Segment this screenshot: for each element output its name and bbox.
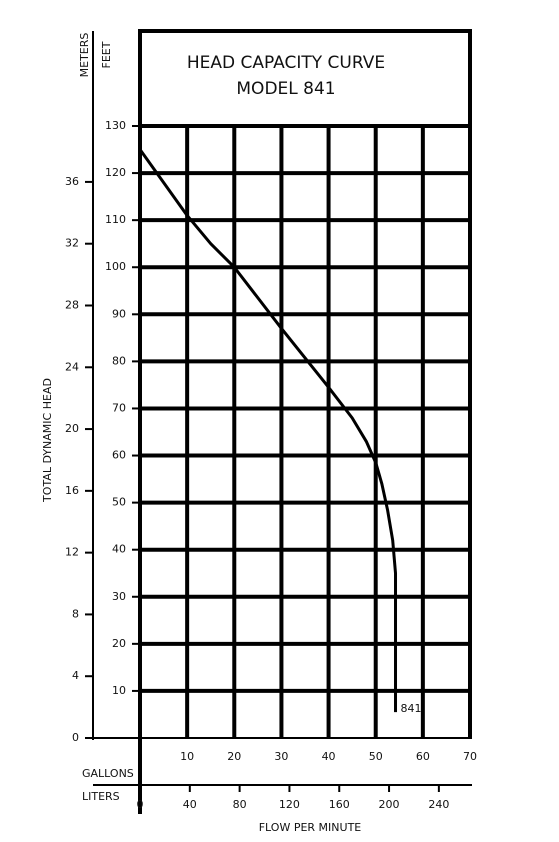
y-unit: FEET [100, 41, 113, 68]
y2-tick-label: 0 [72, 731, 79, 744]
x-tick-label: 60 [416, 750, 430, 763]
y2-tick-label: 16 [65, 484, 79, 497]
y2-tick-label: 8 [72, 607, 79, 620]
x2-tick-label: 200 [379, 798, 400, 811]
y2-tick-label: 32 [65, 237, 79, 250]
x-label: FLOW PER MINUTE [259, 821, 362, 834]
x-tick-label: 10 [180, 750, 194, 763]
x-tick-label: 30 [274, 750, 288, 763]
x-tick-label: 20 [227, 750, 241, 763]
y2-unit: METERS [78, 33, 91, 78]
y-tick-label: 120 [105, 166, 126, 179]
chart-subtitle: MODEL 841 [236, 79, 335, 99]
x2-tick-label: 160 [329, 798, 350, 811]
x-tick-label: 50 [369, 750, 383, 763]
y-label: TOTAL DYNAMIC HEAD [41, 378, 54, 503]
x-tick-label: 40 [322, 750, 336, 763]
y-tick-label: 90 [112, 307, 126, 320]
x-unit: GALLONS [82, 767, 134, 780]
y-tick-label: 130 [105, 119, 126, 132]
y-tick-label: 80 [112, 354, 126, 367]
x2-tick-label: 120 [279, 798, 300, 811]
x2-unit: LITERS [82, 790, 120, 803]
curve [138, 148, 398, 713]
y-tick-label: 10 [112, 684, 126, 697]
y-tick-label: 40 [112, 543, 126, 556]
y-tick-label: 50 [112, 496, 126, 509]
x2-tick-label: 80 [233, 798, 247, 811]
x-tick-label: 70 [463, 750, 477, 763]
y2-tick-label: 24 [65, 360, 79, 373]
series-label: 841 [401, 702, 422, 715]
y-tick-label: 70 [112, 401, 126, 414]
y-tick-label: 20 [112, 637, 126, 650]
x2-tick-label: 0 [137, 798, 144, 811]
y2-tick-label: 36 [65, 175, 79, 188]
y-tick-label: 100 [105, 260, 126, 273]
y2-tick-label: 20 [65, 422, 79, 435]
x2-tick-label: 40 [183, 798, 197, 811]
y2-tick-label: 12 [65, 546, 79, 559]
x2-tick-label: 240 [428, 798, 449, 811]
y-tick-label: 110 [105, 213, 126, 226]
y-tick-label: 30 [112, 590, 126, 603]
chart-title: HEAD CAPACITY CURVE [187, 53, 385, 73]
y2-tick-label: 4 [72, 669, 79, 682]
y2-tick-label: 28 [65, 298, 79, 311]
y-tick-label: 60 [112, 449, 126, 462]
